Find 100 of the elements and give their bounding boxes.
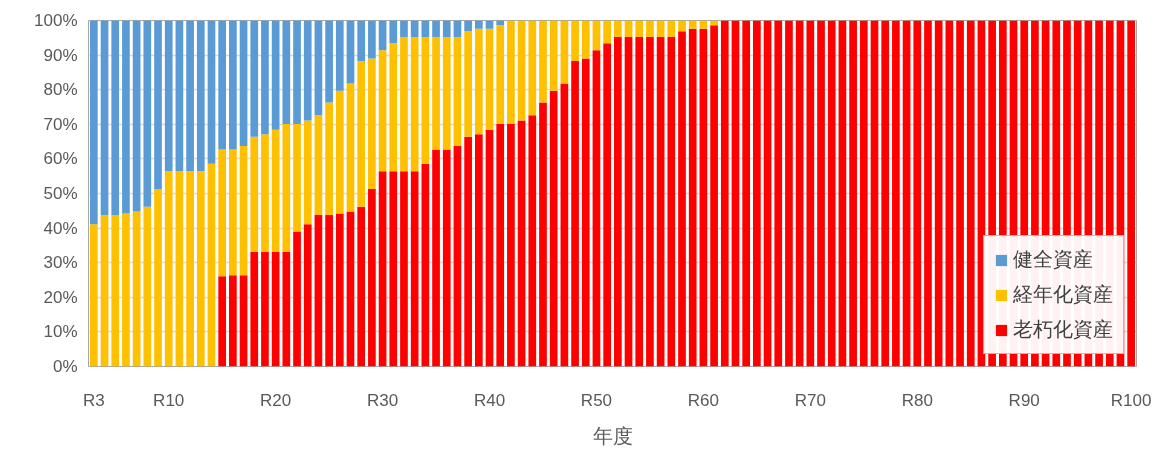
bar <box>389 171 398 367</box>
bar <box>688 28 697 367</box>
bar <box>207 163 216 367</box>
bar <box>507 20 515 124</box>
bar <box>314 115 323 215</box>
bar <box>549 90 558 367</box>
bar <box>528 115 537 367</box>
y-tick-label: 60% <box>43 149 78 169</box>
y-tick-label: 80% <box>43 80 78 100</box>
bar <box>432 37 440 150</box>
y-tick-label: 50% <box>43 184 78 203</box>
bar <box>453 37 462 147</box>
bar <box>239 146 248 276</box>
bar <box>175 20 184 172</box>
bar <box>517 20 526 121</box>
bar <box>731 20 740 367</box>
y-tick-label: 70% <box>43 114 78 134</box>
bar <box>357 206 366 367</box>
legend-label: 健全資産 <box>1013 247 1093 272</box>
bar <box>186 20 194 172</box>
y-tick-label: 20% <box>43 287 78 307</box>
bar <box>122 213 130 367</box>
bar <box>913 20 922 367</box>
bar <box>293 123 301 232</box>
x-axis-title: 年度 <box>592 424 633 447</box>
bar <box>464 136 472 367</box>
bar <box>100 214 109 367</box>
bar <box>282 20 291 124</box>
y-tick-label: 0% <box>52 357 78 376</box>
bar <box>710 25 718 367</box>
bar <box>892 20 900 367</box>
bar <box>410 37 419 172</box>
bar <box>592 50 601 367</box>
bar <box>474 20 483 29</box>
bar <box>400 37 408 172</box>
bar <box>966 20 975 367</box>
bar <box>400 20 408 38</box>
bar <box>464 31 472 137</box>
bar <box>507 123 515 367</box>
bar <box>870 20 879 367</box>
bar <box>421 37 430 164</box>
bar <box>196 20 205 172</box>
bar <box>539 102 547 367</box>
bar <box>100 20 109 215</box>
bar <box>956 20 964 367</box>
bar <box>656 37 665 367</box>
bar <box>378 171 387 367</box>
bar <box>442 149 451 367</box>
bar <box>849 20 857 367</box>
bar <box>667 20 676 38</box>
bar <box>357 60 366 207</box>
bar <box>250 136 259 252</box>
bar <box>432 20 440 38</box>
bar <box>229 20 237 150</box>
bar <box>496 123 505 367</box>
bar <box>378 50 387 172</box>
bar <box>229 149 237 276</box>
bar <box>368 189 376 367</box>
bar <box>207 20 216 164</box>
bar <box>614 37 622 367</box>
bar <box>335 20 344 91</box>
bar <box>1127 20 1135 367</box>
bar <box>795 20 804 367</box>
bar <box>261 134 269 252</box>
bar <box>945 20 954 367</box>
bar <box>314 214 323 367</box>
bar <box>442 20 451 38</box>
bar <box>485 129 494 367</box>
bar <box>132 211 141 367</box>
bar <box>250 251 259 367</box>
bar <box>143 206 152 367</box>
bar <box>571 60 579 367</box>
bar <box>368 20 376 59</box>
bar <box>614 20 622 38</box>
bar <box>464 20 472 32</box>
bar <box>410 20 419 38</box>
bar <box>239 275 248 367</box>
bar <box>196 171 205 367</box>
x-tick-label: R30 <box>366 390 399 410</box>
x-tick-label: R60 <box>687 390 719 410</box>
bar <box>154 20 162 189</box>
bar <box>325 214 333 367</box>
x-tick-label: R40 <box>473 390 506 410</box>
bar <box>132 20 141 212</box>
bar <box>357 20 366 61</box>
y-tick-label: 90% <box>43 45 78 65</box>
bar <box>314 20 323 116</box>
bar <box>303 224 312 367</box>
bar <box>346 211 355 367</box>
bar <box>838 20 847 367</box>
bar <box>646 20 654 38</box>
bar <box>368 58 376 189</box>
bar <box>303 120 312 225</box>
bar <box>229 275 237 367</box>
bar <box>667 37 676 367</box>
bar <box>720 20 729 367</box>
bar <box>934 20 943 367</box>
bar <box>335 90 344 214</box>
y-tick-label: 40% <box>43 218 78 238</box>
bar <box>111 20 120 215</box>
